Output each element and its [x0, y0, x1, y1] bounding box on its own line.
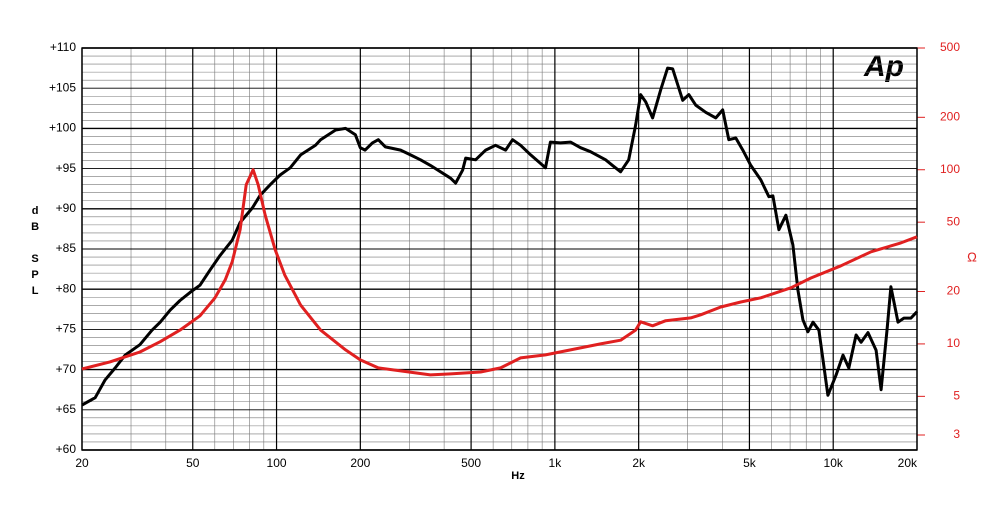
y-tick-label: +70: [56, 362, 77, 376]
y-tick-label: +65: [56, 402, 77, 416]
x-tick-label: 50: [186, 456, 200, 470]
y-tick-label: +75: [56, 322, 77, 336]
y-tick-label: +95: [56, 161, 77, 175]
y2-tick-label: 200: [940, 109, 960, 123]
y-tick-label: +90: [56, 201, 77, 215]
x-tick-label: 5k: [743, 456, 757, 470]
y-tick-label: +60: [56, 442, 77, 456]
y-axis-label: dB SPL: [29, 205, 41, 301]
y2-tick-label: 500: [940, 40, 960, 54]
y-tick-label: +100: [49, 121, 76, 135]
x-tick-label: 20: [75, 456, 89, 470]
y2-tick-label: 20: [947, 284, 961, 298]
series-line: [81, 168, 918, 377]
x-axis-label: Hz: [511, 470, 525, 482]
x-tick-label: 10k: [824, 456, 844, 470]
y2-tick-label: 50: [947, 214, 961, 228]
y2-tick-label: 3: [953, 427, 960, 441]
x-tick-label: 20k: [898, 456, 918, 470]
y-tick-label: +80: [56, 281, 77, 295]
plot-frame: [81, 47, 918, 451]
logo: Ap: [863, 50, 904, 83]
x-tick-label: 1k: [549, 456, 563, 470]
y-tick-label: +110: [50, 40, 76, 54]
x-tick-label: 100: [267, 456, 287, 470]
y-tick-label: +85: [56, 241, 77, 255]
x-tick-label: 200: [350, 456, 370, 470]
x-tick-label: 500: [461, 456, 481, 470]
y2-tick-label: 5: [953, 389, 960, 403]
x-tick-label: 2k: [632, 456, 646, 470]
y2-tick-label: 10: [947, 336, 961, 350]
y-tick-label: +105: [49, 80, 76, 94]
y2-axis-label: Ω: [967, 249, 977, 264]
series-line: [81, 66, 919, 407]
y2-tick-label: 100: [940, 162, 960, 176]
